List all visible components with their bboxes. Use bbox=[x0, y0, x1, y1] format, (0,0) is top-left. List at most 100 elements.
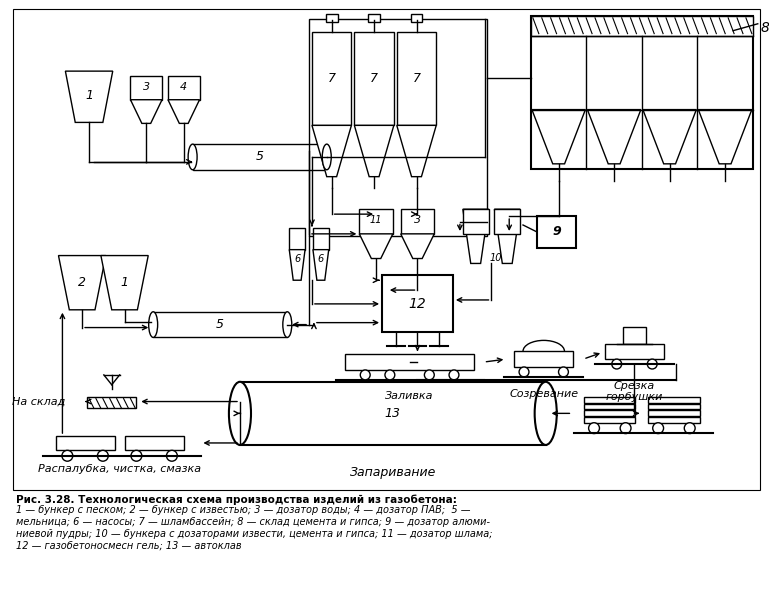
Polygon shape bbox=[168, 99, 199, 123]
Text: 12: 12 bbox=[408, 297, 426, 311]
Bar bbox=[401, 209, 434, 234]
Circle shape bbox=[647, 359, 657, 369]
Text: 7: 7 bbox=[412, 72, 421, 85]
Bar bbox=[397, 32, 436, 126]
Polygon shape bbox=[532, 110, 585, 164]
Polygon shape bbox=[588, 110, 641, 164]
Bar bbox=[531, 16, 753, 36]
Polygon shape bbox=[359, 234, 393, 259]
Polygon shape bbox=[401, 234, 434, 259]
Text: 4: 4 bbox=[180, 82, 188, 92]
Bar bbox=[648, 410, 700, 416]
Ellipse shape bbox=[283, 312, 291, 337]
Text: 2: 2 bbox=[78, 276, 86, 289]
Circle shape bbox=[684, 423, 695, 433]
Circle shape bbox=[612, 359, 621, 369]
Text: ниевой пудры; 10 — бункера с дозаторами извести, цемента и гипса; 11 — дозатор ш: ниевой пудры; 10 — бункера с дозаторами … bbox=[16, 529, 493, 539]
Polygon shape bbox=[643, 110, 697, 164]
Text: 1: 1 bbox=[85, 89, 93, 102]
Text: Запаривание: Запаривание bbox=[350, 466, 436, 479]
Bar bbox=[584, 404, 635, 410]
Text: На склад: На склад bbox=[12, 397, 65, 407]
Bar bbox=[13, 9, 760, 490]
Bar bbox=[55, 436, 115, 450]
Bar bbox=[648, 397, 700, 403]
Text: 3: 3 bbox=[414, 215, 421, 225]
Ellipse shape bbox=[534, 382, 557, 445]
Bar bbox=[411, 14, 422, 22]
Ellipse shape bbox=[148, 312, 158, 337]
Circle shape bbox=[558, 367, 568, 377]
Text: 13: 13 bbox=[384, 407, 401, 420]
Polygon shape bbox=[289, 250, 305, 280]
Circle shape bbox=[653, 423, 664, 433]
Text: 8: 8 bbox=[761, 21, 769, 35]
Text: Заливка: Заливка bbox=[385, 391, 434, 401]
Bar bbox=[584, 410, 635, 416]
Polygon shape bbox=[494, 209, 520, 263]
Bar bbox=[345, 354, 474, 370]
Circle shape bbox=[98, 451, 108, 461]
Bar bbox=[531, 16, 753, 169]
Polygon shape bbox=[397, 126, 436, 176]
Bar bbox=[309, 19, 487, 236]
Bar bbox=[368, 14, 380, 22]
Polygon shape bbox=[463, 209, 488, 263]
Text: Созревание: Созревание bbox=[509, 388, 578, 398]
Bar bbox=[463, 209, 488, 234]
Bar bbox=[153, 312, 288, 337]
Text: 7: 7 bbox=[370, 72, 378, 85]
Text: 6: 6 bbox=[318, 253, 324, 263]
Circle shape bbox=[588, 423, 600, 433]
Bar bbox=[648, 404, 700, 410]
Bar bbox=[584, 397, 635, 403]
Ellipse shape bbox=[322, 144, 331, 170]
Bar bbox=[240, 382, 546, 445]
Text: Распалубка, чистка, смазка: Распалубка, чистка, смазка bbox=[38, 464, 201, 474]
Bar bbox=[514, 351, 574, 367]
Circle shape bbox=[519, 367, 529, 377]
Polygon shape bbox=[313, 250, 328, 280]
Bar bbox=[289, 228, 305, 250]
Polygon shape bbox=[131, 99, 162, 123]
Bar bbox=[623, 327, 646, 345]
Bar bbox=[326, 14, 338, 22]
Circle shape bbox=[424, 370, 434, 380]
Circle shape bbox=[166, 451, 178, 461]
Bar bbox=[494, 209, 520, 234]
Text: 9: 9 bbox=[552, 226, 561, 239]
Text: 1 — бункер с песком; 2 — бункер с известью; 3 — дозатор воды; 4 — дозатор ПАВ;  : 1 — бункер с песком; 2 — бункер с извест… bbox=[16, 505, 471, 515]
Bar bbox=[537, 216, 576, 247]
Polygon shape bbox=[58, 256, 106, 310]
Text: 12 — газобетоносмесн гель; 13 — автоклав: 12 — газобетоносмесн гель; 13 — автоклав bbox=[16, 540, 241, 551]
Text: 7: 7 bbox=[328, 72, 336, 85]
Bar bbox=[192, 144, 327, 170]
Text: 6: 6 bbox=[294, 253, 300, 263]
Ellipse shape bbox=[229, 382, 251, 445]
Bar bbox=[382, 275, 453, 333]
Circle shape bbox=[620, 423, 631, 433]
Bar bbox=[312, 32, 351, 126]
Text: 1: 1 bbox=[121, 276, 128, 289]
Circle shape bbox=[361, 370, 370, 380]
Bar bbox=[131, 76, 162, 99]
Polygon shape bbox=[312, 126, 351, 176]
Polygon shape bbox=[65, 71, 113, 123]
Polygon shape bbox=[101, 256, 148, 310]
Bar bbox=[359, 209, 393, 234]
Bar bbox=[605, 345, 664, 359]
Text: 3: 3 bbox=[143, 82, 150, 92]
Bar bbox=[648, 417, 700, 423]
Bar bbox=[87, 397, 136, 408]
Bar bbox=[313, 228, 328, 250]
Text: Срезка
горбушки: Срезка горбушки bbox=[606, 381, 663, 403]
Ellipse shape bbox=[188, 144, 197, 170]
Bar bbox=[584, 417, 635, 423]
Circle shape bbox=[385, 370, 394, 380]
Text: мельница; 6 — насосы; 7 — шламбассейн; 8 — склад цемента и гипса; 9 — дозатор ал: мельница; 6 — насосы; 7 — шламбассейн; 8… bbox=[16, 517, 490, 527]
Text: 5: 5 bbox=[255, 150, 264, 163]
Polygon shape bbox=[355, 126, 394, 176]
Circle shape bbox=[62, 451, 73, 461]
Text: Рис. 3.28. Технологическая схема производства изделий из газобетона:: Рис. 3.28. Технологическая схема произво… bbox=[16, 494, 457, 505]
Circle shape bbox=[449, 370, 459, 380]
